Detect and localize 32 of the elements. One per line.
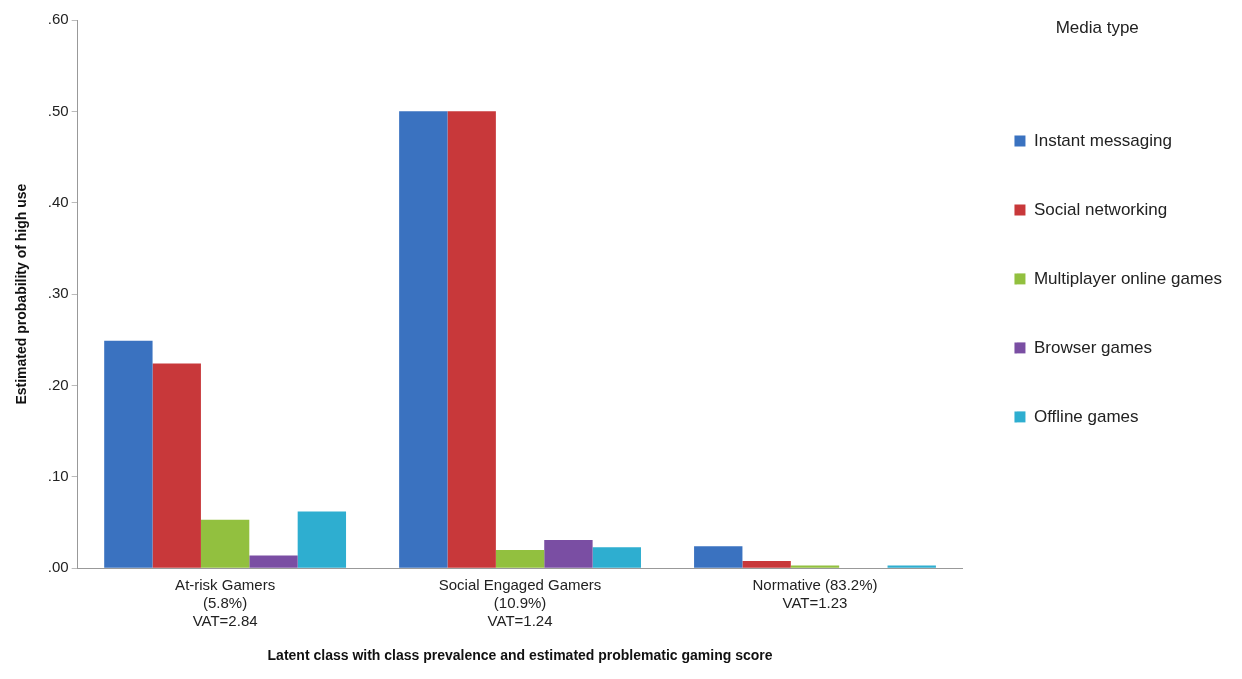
legend-title: Media type: [1055, 18, 1139, 38]
y-tick-label: .60: [47, 10, 69, 28]
y-axis-title: Estimated probability of high use: [13, 183, 30, 405]
bar: [592, 547, 641, 568]
y-tick-label: .50: [47, 101, 69, 119]
bar: [742, 560, 791, 568]
bar: [200, 519, 250, 568]
bar: [152, 363, 201, 568]
y-tick-label: .20: [47, 375, 69, 393]
x-tick-label: Social Engaged Gamers (10.9%) VAT=1.24: [438, 576, 602, 630]
bar: [790, 565, 840, 568]
bar: [297, 511, 347, 568]
x-tick-label: At-risk Gamers (5.8%) VAT=2.84: [175, 576, 276, 630]
legend-label: Social networking: [1033, 199, 1168, 219]
bar: [887, 565, 936, 568]
legend-label: Browser games: [1033, 337, 1153, 357]
bar: [249, 555, 298, 568]
bar: [544, 539, 593, 568]
bar: [104, 340, 153, 568]
x-axis-title: Latent class with class prevalence and estimated problematic gaming score: [267, 647, 773, 664]
bar: [447, 111, 496, 568]
bar: [694, 546, 743, 568]
bar: [495, 549, 545, 568]
x-tick-label: Normative (83.2%) VAT=1.23: [752, 576, 878, 612]
legend-label: Offline games: [1033, 406, 1139, 426]
y-tick-label: .10: [47, 466, 69, 484]
legend-label: Multiplayer online games: [1033, 268, 1223, 288]
legend-label: Instant messaging: [1033, 130, 1172, 150]
bar: [399, 111, 448, 568]
y-tick-label: .40: [47, 192, 69, 210]
y-tick-label: .30: [47, 284, 69, 302]
y-tick-label: .00: [47, 558, 69, 576]
